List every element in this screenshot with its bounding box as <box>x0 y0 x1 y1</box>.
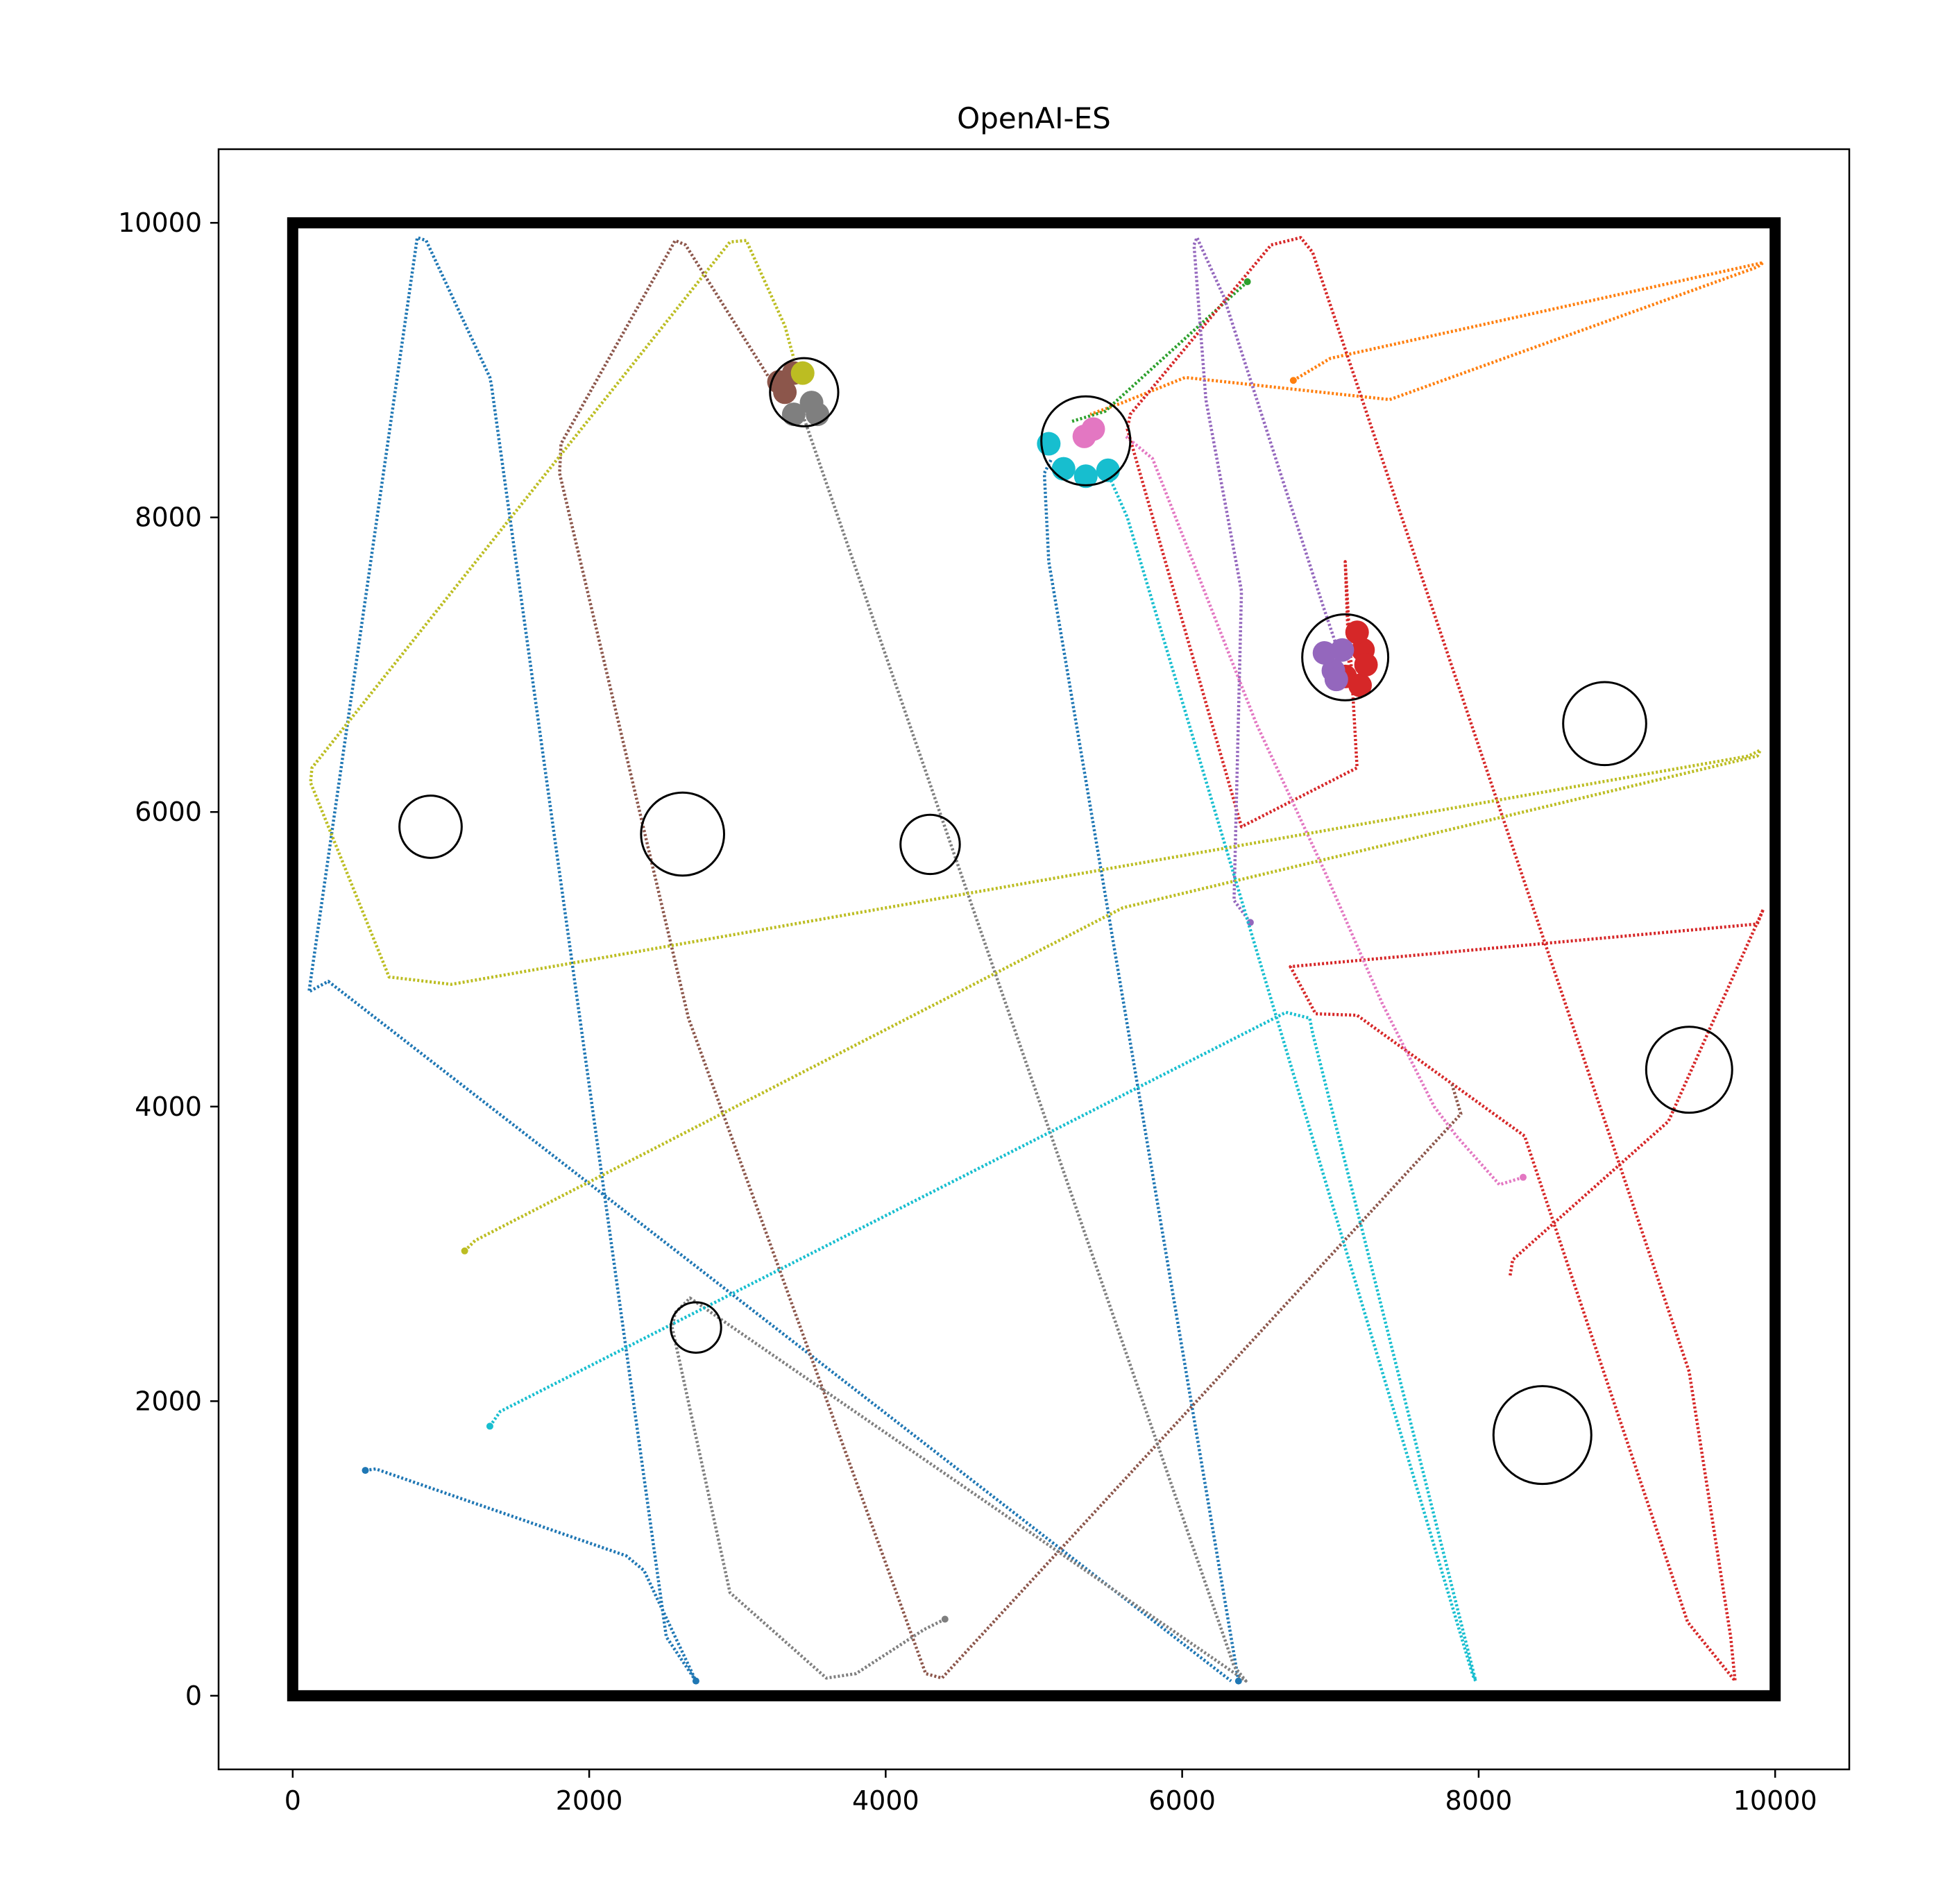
trajectory-3 <box>365 1467 697 1682</box>
x-tick-label-0: 0 <box>285 1785 301 1816</box>
trajectory-6 <box>1126 236 1765 1683</box>
trajectory-6-marker-3 <box>1348 673 1372 697</box>
obstacle-9 <box>670 1301 722 1354</box>
trajectory-start-12 <box>486 1422 493 1430</box>
x-tick-label-3: 6000 <box>1148 1785 1216 1816</box>
trajectory-5 <box>1070 280 1249 423</box>
obstacle-1 <box>769 357 840 427</box>
trajectory-10-marker-3 <box>799 391 824 415</box>
trajectory-7-marker-3 <box>1324 668 1348 692</box>
y-tick-label-0: 0 <box>185 1681 202 1711</box>
x-axis: 0 2000 4000 6000 8000 10000 <box>285 1769 1817 1816</box>
trajectory-10 <box>670 414 1248 1683</box>
y-axis: 0 2000 4000 6000 8000 10000 <box>118 207 219 1711</box>
trajectory-10-marker-1 <box>781 402 806 427</box>
plot-area <box>287 217 1781 1701</box>
obstacle-7 <box>899 813 961 876</box>
trajectory-1 <box>1042 457 1241 1681</box>
x-tick-label-1: 2000 <box>556 1785 623 1816</box>
trajectory-9-marker-2 <box>1081 417 1105 441</box>
trajectory-6-marker-4 <box>1354 652 1378 677</box>
arena-boundary <box>287 217 1781 1701</box>
obstacle-10 <box>1492 1385 1593 1486</box>
obstacle-5 <box>398 794 463 859</box>
trajectory-11 <box>309 239 1763 1252</box>
trajectory-9 <box>1125 435 1524 1187</box>
trajectory-7-marker-2 <box>1312 640 1336 665</box>
y-tick-label-2: 4000 <box>135 1091 202 1122</box>
trajectory-6-marker-5 <box>1345 620 1369 645</box>
y-tick-label-1: 2000 <box>135 1386 202 1416</box>
obstacle-8 <box>1645 1026 1733 1114</box>
trajectory-start-10 <box>941 1615 949 1623</box>
x-tick-label-4: 8000 <box>1445 1785 1513 1816</box>
chart-title: OpenAI-ES <box>957 101 1111 135</box>
trajectory-4 <box>1089 261 1765 416</box>
obstacle-4 <box>1562 681 1647 767</box>
obstacle-3 <box>1301 613 1390 702</box>
y-tick-label-5: 10000 <box>118 207 202 238</box>
trajectory-start-1 <box>1234 1677 1242 1685</box>
trajectory-start-5 <box>1243 278 1251 286</box>
trajectory-12-marker-3 <box>1073 464 1098 488</box>
x-tick-label-2: 4000 <box>852 1785 919 1816</box>
trajectory-12-marker-2 <box>1051 457 1076 481</box>
trajectory-start-11 <box>461 1247 468 1255</box>
trajectory-7-marker-4 <box>1330 638 1355 662</box>
trajectory-start-3 <box>362 1467 369 1474</box>
obstacle-6 <box>640 791 726 877</box>
trajectory-12 <box>489 479 1477 1683</box>
trajectory-start-7 <box>1246 919 1254 926</box>
trajectory-start-9 <box>1520 1173 1527 1181</box>
trajectory-7 <box>1192 236 1340 924</box>
y-tick-label-4: 8000 <box>135 502 202 533</box>
obstacle-2 <box>1040 395 1132 486</box>
trajectory-8 <box>558 239 1463 1680</box>
trajectory-2 <box>307 236 1232 1683</box>
trajectory-start-2 <box>692 1677 699 1685</box>
trajectory-11-marker-1 <box>790 361 815 385</box>
y-tick-label-3: 6000 <box>135 797 202 827</box>
axes-frame <box>217 148 1851 1771</box>
x-tick-label-5: 10000 <box>1733 1785 1817 1816</box>
trajectory-start-4 <box>1289 377 1297 384</box>
